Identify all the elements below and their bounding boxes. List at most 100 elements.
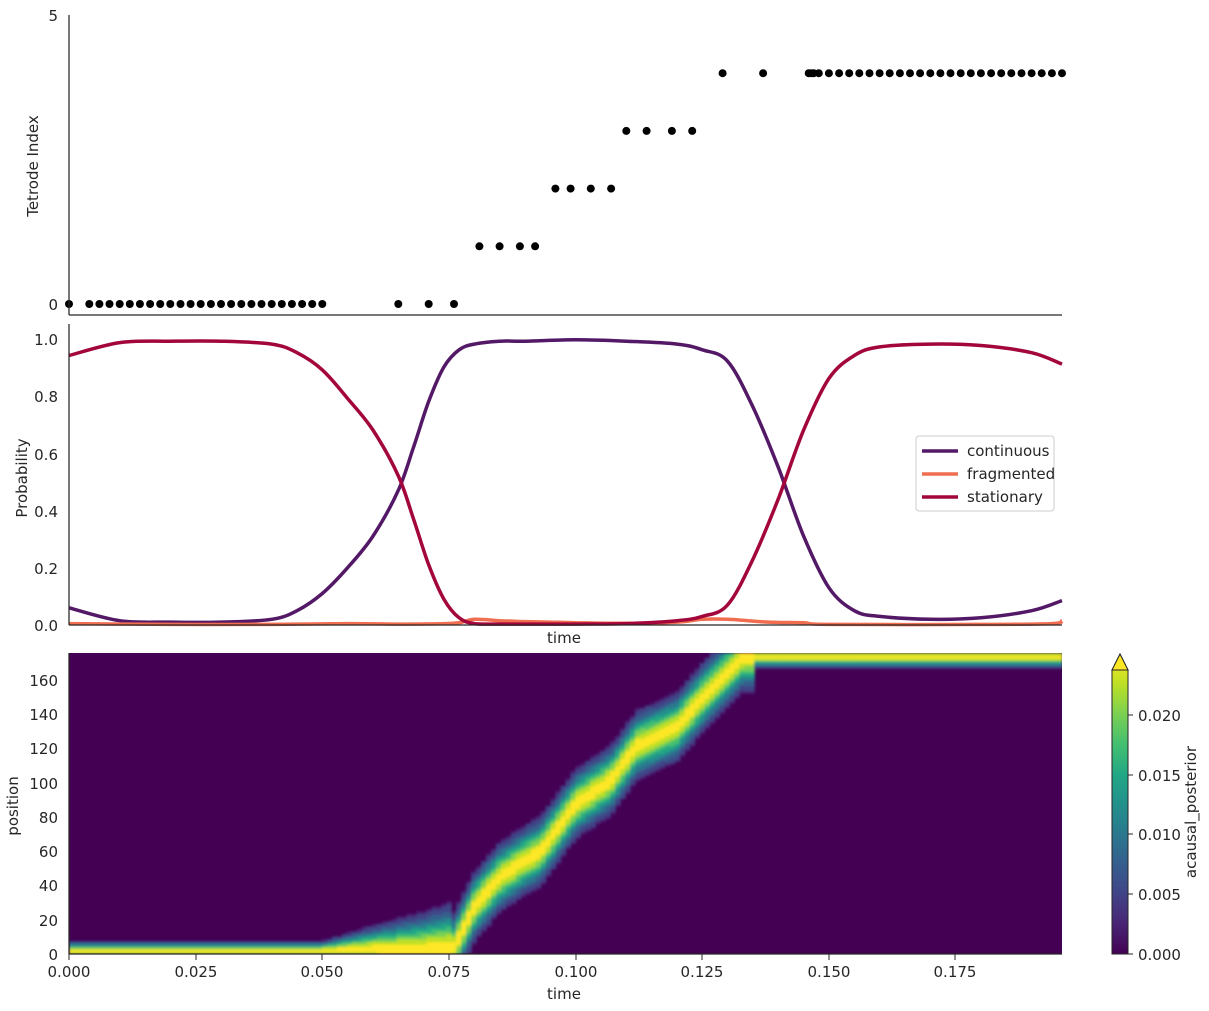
heatmap-cell: [605, 765, 611, 769]
heatmap-cell: [719, 690, 725, 694]
heatmap-cell: [635, 773, 641, 777]
heatmap-cell: [759, 660, 765, 664]
heatmap-cell: [535, 821, 542, 825]
heatmap-cell: [163, 951, 169, 954]
heatmap-cell: [520, 878, 527, 882]
heatmap-cell: [386, 923, 393, 928]
heatmap-cell: [625, 733, 631, 737]
heatmap-cell: [510, 858, 517, 862]
heatmap-cell: [386, 921, 393, 925]
heatmap-cell: [570, 816, 577, 820]
heatmap-cell: [724, 663, 730, 667]
heatmap-cell: [431, 941, 437, 945]
heatmap-cell: [595, 758, 601, 762]
heatmap-cell: [659, 740, 666, 744]
heatmap-cell: [371, 943, 378, 948]
heatmap-cell: [515, 858, 522, 862]
heatmap-cell: [520, 831, 527, 835]
heatmap-cell: [560, 813, 567, 817]
heatmap-cell: [332, 936, 338, 940]
colorbar: 0.000 0.005 0.010 0.015 0.020 acausal_po…: [1111, 652, 1201, 964]
heatmap-cell: [193, 941, 199, 945]
heatmap-cell: [749, 658, 755, 662]
heatmap-cell: [664, 705, 671, 709]
heatmap-cell: [694, 700, 701, 704]
heatmap-cell: [391, 938, 398, 943]
heatmap-cell: [600, 808, 606, 812]
heatmap-cell: [495, 848, 502, 852]
heatmap-cell: [674, 753, 681, 757]
heatmap-cell: [183, 951, 189, 954]
heatmap-cell: [649, 753, 656, 757]
heatmap-cell: [386, 943, 393, 948]
heatmap-cell: [1022, 665, 1028, 669]
heatmap-cell: [391, 931, 398, 935]
heatmap-cell: [431, 928, 437, 933]
y-tick-label: 140: [29, 706, 58, 724]
heatmap-cell: [664, 700, 671, 704]
heatmap-cell: [684, 735, 691, 739]
heatmap-cell: [83, 943, 90, 948]
heatmap-cell: [749, 675, 755, 679]
heatmap-cell: [510, 838, 517, 842]
heatmap-cell: [620, 790, 626, 795]
heatmap-cell: [595, 783, 601, 787]
heatmap-cell: [580, 806, 586, 810]
heatmap-cell: [664, 753, 671, 757]
heatmap-cell: [580, 808, 586, 812]
heatmap-cell: [997, 660, 1004, 664]
heatmap-cell: [347, 941, 353, 945]
heatmap-cell: [535, 818, 542, 822]
heatmap-cell: [456, 943, 462, 948]
heatmap-cell: [510, 891, 517, 895]
heatmap-cell: [515, 828, 522, 832]
heatmap-cell: [550, 861, 557, 865]
heatmap-cell: [461, 898, 467, 902]
heatmap-cell: [669, 730, 676, 734]
heatmap-cell: [406, 941, 413, 945]
heatmap-cell: [466, 901, 472, 905]
heatmap-cell: [570, 793, 577, 797]
heatmap-cell: [530, 878, 537, 882]
heatmap-cell: [590, 760, 596, 764]
heatmap-cell: [575, 808, 581, 812]
heatmap-cell: [520, 876, 527, 880]
heatmap-cell: [486, 856, 492, 860]
heatmap-cell: [863, 653, 869, 657]
heatmap-cell: [461, 903, 467, 907]
heatmap-cell: [714, 685, 721, 689]
heatmap-cell: [411, 926, 418, 930]
heatmap-cell: [788, 665, 795, 669]
heatmap-cell: [679, 715, 686, 719]
heatmap-cell: [649, 710, 656, 714]
heatmap-cell: [620, 783, 626, 787]
heatmap-cell: [694, 730, 701, 734]
spike-marker: [277, 300, 286, 308]
heatmap-cell: [481, 908, 487, 912]
heatmap-cell: [401, 931, 408, 935]
heatmap-cell: [913, 658, 919, 662]
heatmap-cell: [630, 718, 636, 722]
heatmap-cell: [649, 755, 656, 759]
heatmap-cell: [689, 720, 696, 724]
heatmap-cell: [525, 861, 532, 865]
heatmap-cell: [883, 658, 889, 662]
heatmap-cell: [649, 730, 656, 734]
heatmap-cell: [704, 678, 711, 682]
spike-marker: [186, 300, 195, 308]
heatmap-cell: [530, 846, 537, 850]
heatmap-cell: [659, 703, 666, 707]
y-tick-label: 120: [29, 740, 58, 758]
heatmap-cell: [878, 663, 884, 667]
heatmap-cell: [356, 948, 363, 953]
heatmap-cell: [466, 891, 472, 895]
heatmap-cell: [659, 748, 666, 752]
heatmap-cell: [674, 745, 681, 749]
heatmap-cell: [635, 723, 641, 727]
heatmap-cell: [396, 926, 403, 930]
heatmap-cell: [222, 951, 229, 954]
heatmap-cell: [684, 723, 691, 727]
heatmap-cell: [709, 663, 716, 667]
heatmap-cell: [659, 735, 666, 739]
heatmap-cell: [88, 943, 95, 948]
